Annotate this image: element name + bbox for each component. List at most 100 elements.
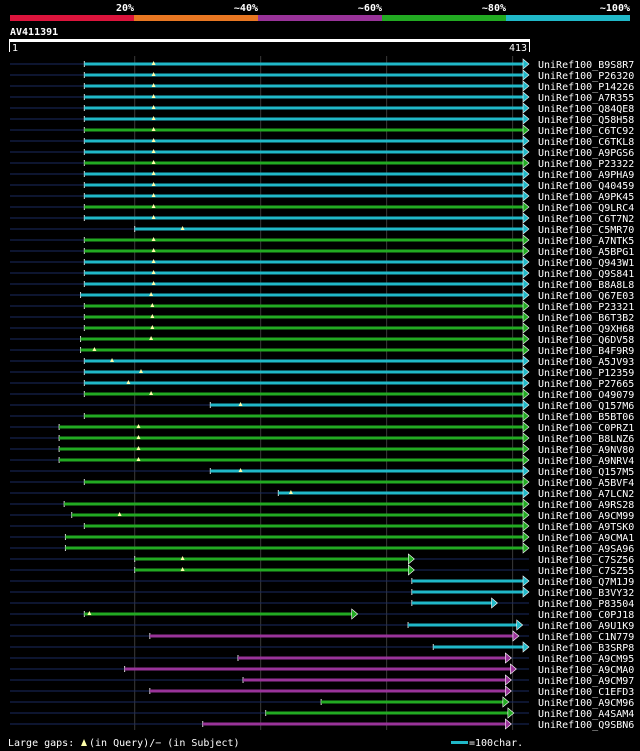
hit-alignment-bar[interactable] xyxy=(149,634,515,638)
hit-alignment-bar[interactable] xyxy=(84,381,525,385)
hit-alignment-bar[interactable] xyxy=(243,678,508,682)
hit-alignment-bar[interactable] xyxy=(59,447,526,451)
hit-row[interactable]: UniRef100_Q58H58 xyxy=(10,113,634,126)
hit-label[interactable]: UniRef100_A4SAM4 xyxy=(538,709,634,720)
hit-alignment-bar[interactable] xyxy=(84,326,525,330)
hit-row[interactable]: UniRef100_A9NV80 xyxy=(10,443,634,456)
hit-label[interactable]: UniRef100_A9SA96 xyxy=(538,544,634,555)
hit-alignment-bar[interactable] xyxy=(84,106,525,110)
hit-row[interactable]: UniRef100_Q7M1J9 xyxy=(10,575,634,588)
hit-alignment-bar[interactable] xyxy=(84,84,525,88)
hit-label[interactable]: UniRef100_A9CM95 xyxy=(538,654,634,665)
hit-alignment-bar[interactable] xyxy=(84,249,525,253)
hit-row[interactable]: UniRef100_C6TKL8 xyxy=(10,135,634,148)
hit-label[interactable]: UniRef100_B3VY32 xyxy=(538,588,634,599)
hit-label[interactable]: UniRef100_B4F9R9 xyxy=(538,346,634,357)
hit-label[interactable]: UniRef100_A5JV93 xyxy=(538,357,634,368)
hit-alignment-bar[interactable] xyxy=(408,623,519,627)
hit-row[interactable]: UniRef100_C0PRZ1 xyxy=(10,421,634,434)
hit-label[interactable]: UniRef100_A9PGS6 xyxy=(538,148,634,159)
hit-alignment-bar[interactable] xyxy=(84,414,525,418)
hit-label[interactable]: UniRef100_Q58H58 xyxy=(538,115,634,126)
hit-row[interactable]: UniRef100_A9CM97 xyxy=(10,674,634,687)
hit-row[interactable]: UniRef100_B4F9R9 xyxy=(10,344,634,357)
hit-row[interactable]: UniRef100_C7SZ56 xyxy=(10,553,634,566)
hit-alignment-bar[interactable] xyxy=(84,95,525,99)
hit-row[interactable]: UniRef100_Q67E03 xyxy=(10,289,634,302)
hit-alignment-bar[interactable] xyxy=(71,513,525,517)
hit-label[interactable]: UniRef100_C6TC92 xyxy=(538,126,634,137)
hit-label[interactable]: UniRef100_A7R355 xyxy=(538,93,634,104)
hit-row[interactable]: UniRef100_A5BPG1 xyxy=(10,245,634,258)
hit-label[interactable]: UniRef100_Q67E03 xyxy=(538,291,634,302)
hit-row[interactable]: UniRef100_A9PK45 xyxy=(10,190,634,203)
hit-label[interactable]: UniRef100_A9CM96 xyxy=(538,698,634,709)
hit-label[interactable]: UniRef100_Q9SBN6 xyxy=(538,720,634,731)
hit-row[interactable]: UniRef100_B8A8L8 xyxy=(10,278,634,291)
hit-alignment-bar[interactable] xyxy=(134,557,411,561)
hit-row[interactable]: UniRef100_P27665 xyxy=(10,377,634,390)
hit-row[interactable]: UniRef100_A4SAM4 xyxy=(10,707,634,720)
hit-label[interactable]: UniRef100_C6TKL8 xyxy=(538,137,634,148)
hit-alignment-bar[interactable] xyxy=(210,469,525,473)
hit-label[interactable]: UniRef100_A9NRV4 xyxy=(538,456,634,467)
hit-label[interactable]: UniRef100_A9PHA9 xyxy=(538,170,634,181)
hit-alignment-bar[interactable] xyxy=(64,502,525,506)
hit-row[interactable]: UniRef100_C1N779 xyxy=(10,630,634,643)
hit-alignment-bar[interactable] xyxy=(210,403,525,407)
hit-row[interactable]: UniRef100_Q9S841 xyxy=(10,267,634,280)
hit-row[interactable]: UniRef100_A9CMA1 xyxy=(10,531,634,544)
hit-label[interactable]: UniRef100_A9CM99 xyxy=(538,511,634,522)
hit-alignment-bar[interactable] xyxy=(278,491,525,495)
hit-row[interactable]: UniRef100_C1EFD3 xyxy=(10,685,634,698)
hit-alignment-bar[interactable] xyxy=(80,293,525,297)
hit-row[interactable]: UniRef100_A9U1K9 xyxy=(10,619,634,632)
hit-alignment-bar[interactable] xyxy=(84,282,525,286)
hit-row[interactable]: UniRef100_A9TSK0 xyxy=(10,520,634,533)
hit-alignment-bar[interactable] xyxy=(84,128,525,132)
hit-label[interactable]: UniRef100_P23321 xyxy=(538,302,634,313)
hit-alignment-bar[interactable] xyxy=(80,337,525,341)
hit-alignment-bar[interactable] xyxy=(411,579,525,583)
hit-alignment-bar[interactable] xyxy=(84,161,525,165)
hit-label[interactable]: UniRef100_C7SZ55 xyxy=(538,566,634,577)
hit-row[interactable]: UniRef100_B3VY32 xyxy=(10,586,634,599)
hit-alignment-bar[interactable] xyxy=(84,612,354,616)
hit-label[interactable]: UniRef100_B3SRP8 xyxy=(538,643,634,654)
hit-row[interactable]: UniRef100_A7NTK5 xyxy=(10,234,634,247)
hit-label[interactable]: UniRef100_A7NTK5 xyxy=(538,236,634,247)
hit-row[interactable]: UniRef100_P23321 xyxy=(10,300,634,313)
hit-row[interactable]: UniRef100_A9PGS6 xyxy=(10,146,634,159)
hit-alignment-bar[interactable] xyxy=(84,172,525,176)
hit-row[interactable]: UniRef100_P26320 xyxy=(10,69,634,82)
hit-label[interactable]: UniRef100_A9PK45 xyxy=(538,192,634,203)
hit-label[interactable]: UniRef100_P26320 xyxy=(538,71,634,82)
hit-row[interactable]: UniRef100_A7R355 xyxy=(10,91,634,104)
hit-alignment-bar[interactable] xyxy=(59,458,526,462)
hit-label[interactable]: UniRef100_A9CM97 xyxy=(538,676,634,687)
hit-row[interactable]: UniRef100_B6T3B2 xyxy=(10,311,634,324)
hit-row[interactable]: UniRef100_A5JV93 xyxy=(10,355,634,368)
hit-label[interactable]: UniRef100_C7SZ56 xyxy=(538,555,634,566)
hit-row[interactable]: UniRef100_O49079 xyxy=(10,388,634,401)
hit-label[interactable]: UniRef100_Q6DV58 xyxy=(538,335,634,346)
hit-alignment-bar[interactable] xyxy=(84,304,525,308)
hit-alignment-bar[interactable] xyxy=(84,271,525,275)
hit-row[interactable]: UniRef100_P83504 xyxy=(10,597,634,610)
hit-row[interactable]: UniRef100_A9CMA0 xyxy=(10,663,634,676)
hit-label[interactable]: UniRef100_P23322 xyxy=(538,159,634,170)
hit-row[interactable]: UniRef100_B5BT06 xyxy=(10,410,634,423)
hit-row[interactable]: UniRef100_C0PJ18 xyxy=(10,608,634,621)
hit-alignment-bar[interactable] xyxy=(84,150,525,154)
hit-alignment-bar[interactable] xyxy=(84,315,525,319)
hit-label[interactable]: UniRef100_P12359 xyxy=(538,368,634,379)
hit-alignment-bar[interactable] xyxy=(84,480,525,484)
hit-label[interactable]: UniRef100_A5BVF4 xyxy=(538,478,634,489)
hit-row[interactable]: UniRef100_P23322 xyxy=(10,157,634,170)
hit-label[interactable]: UniRef100_Q7M1J9 xyxy=(538,577,634,588)
hit-label[interactable]: UniRef100_A9U1K9 xyxy=(538,621,634,632)
hit-label[interactable]: UniRef100_A7LCN2 xyxy=(538,489,634,500)
hit-label[interactable]: UniRef100_B9S8R7 xyxy=(538,60,634,71)
hit-label[interactable]: UniRef100_B6T3B2 xyxy=(538,313,634,324)
hit-label[interactable]: UniRef100_B5BT06 xyxy=(538,412,634,423)
